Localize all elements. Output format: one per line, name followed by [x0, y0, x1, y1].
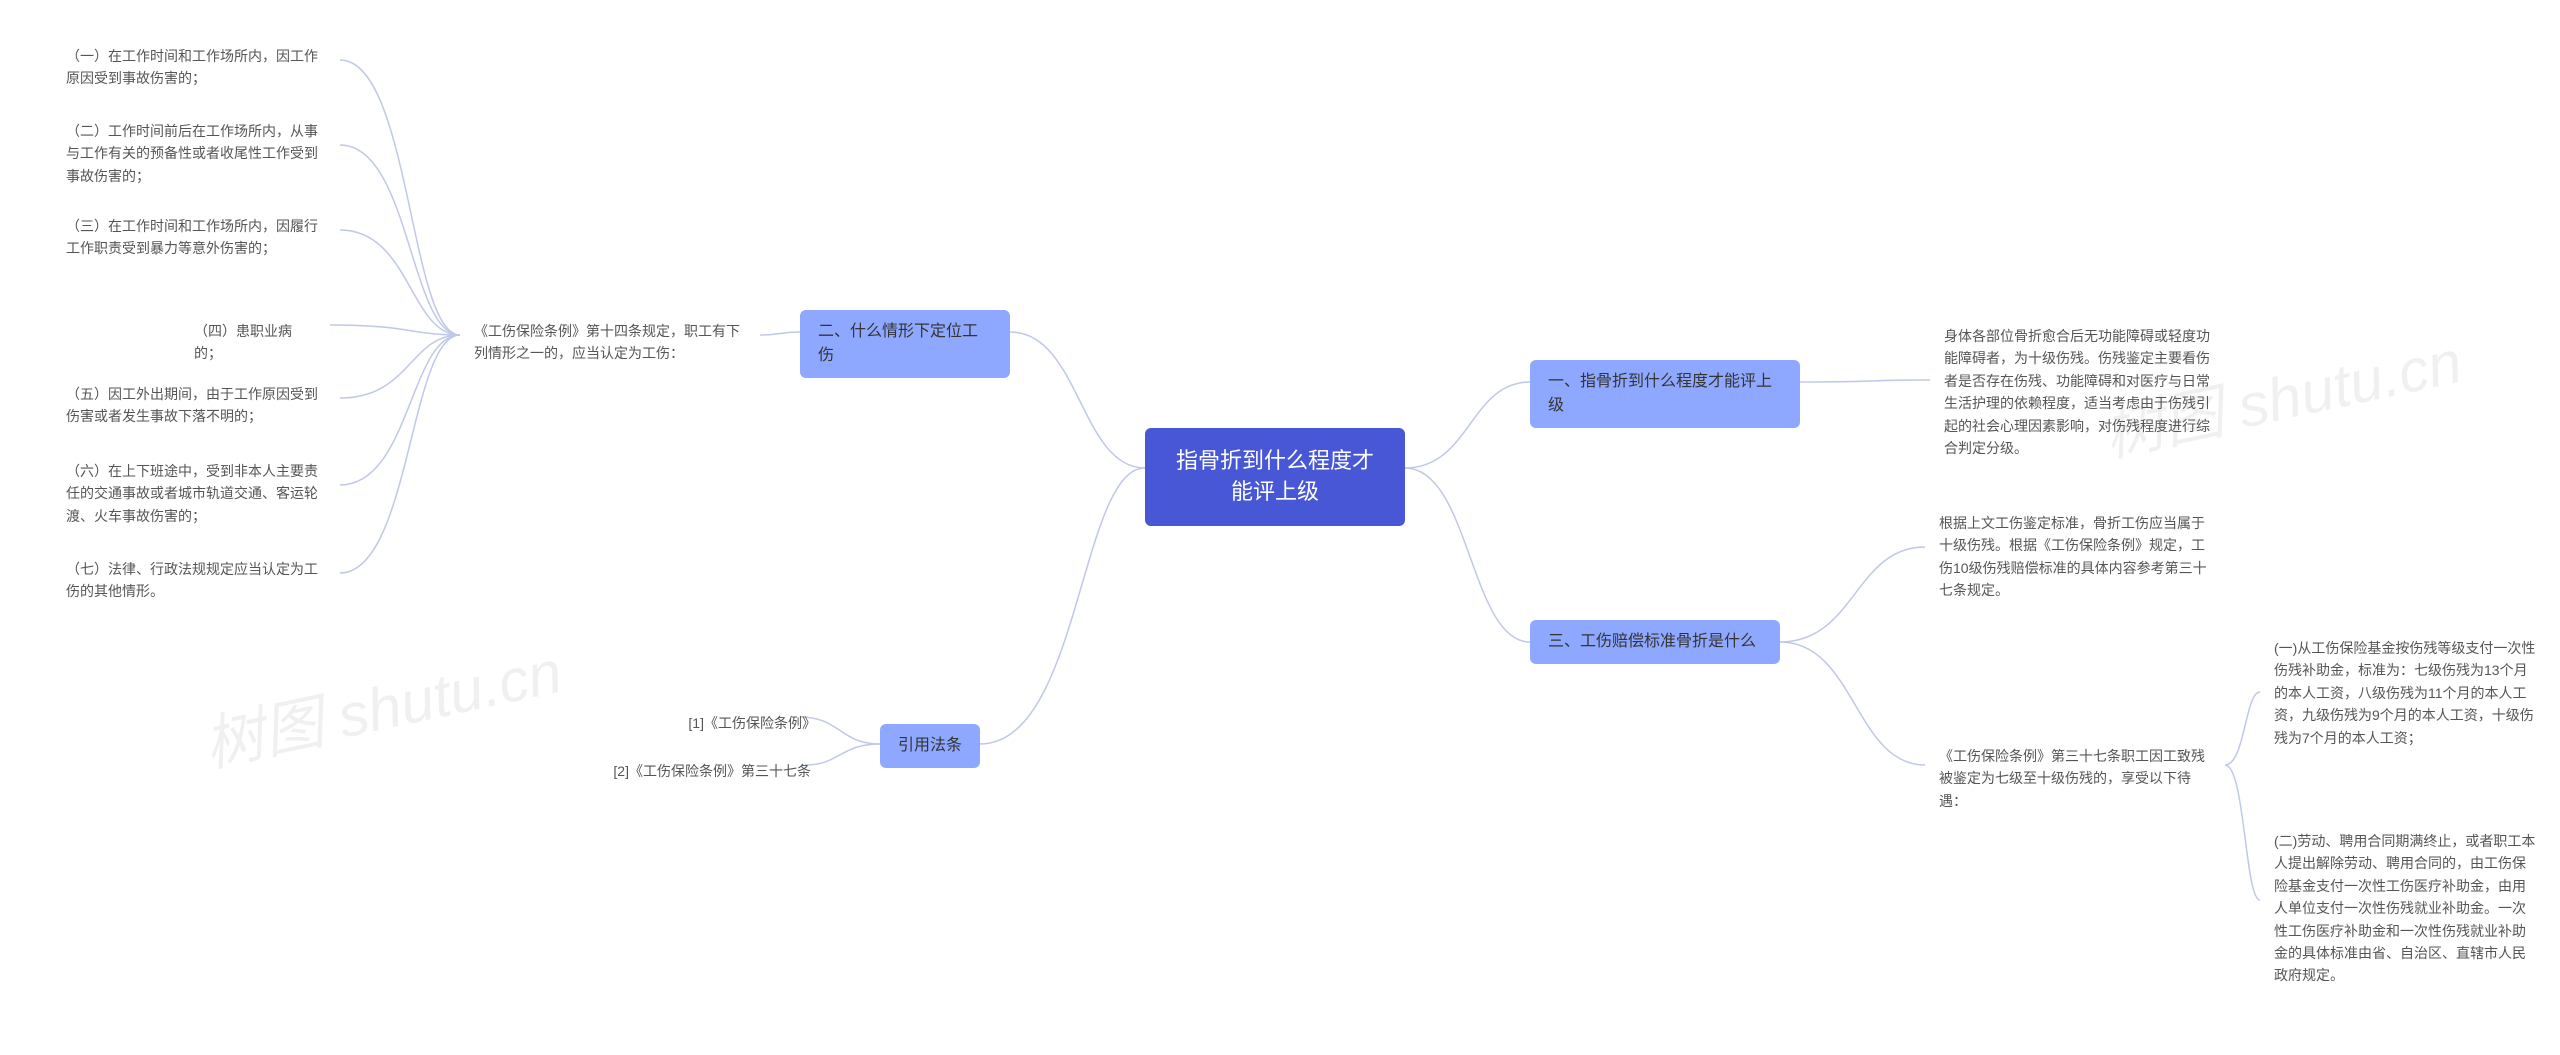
- leaf-text: [2]《工伤保险条例》第三十七条: [565, 750, 825, 792]
- mindmap-root[interactable]: 指骨折到什么程度才能评上级: [1145, 428, 1405, 526]
- branch-section-1[interactable]: 一、指骨折到什么程度才能评上级: [1530, 360, 1800, 428]
- leaf-text: （二）工作时间前后在工作场所内，从事与工作有关的预备性或者收尾性工作受到事故伤害…: [52, 110, 342, 197]
- leaf-text: (二)劳动、聘用合同期满终止，或者职工本人提出解除劳动、聘用合同的，由工伤保险基…: [2260, 820, 2550, 997]
- watermark: 树图 shutu.cn: [195, 623, 569, 784]
- leaf-text: [1]《工伤保险条例》: [630, 702, 830, 744]
- branch-references[interactable]: 引用法条: [880, 724, 980, 768]
- leaf-text: （六）在上下班途中，受到非本人主要责任的交通事故或者城市轨道交通、客运轮渡、火车…: [52, 450, 342, 537]
- leaf-text: 《工伤保险条例》第三十七条职工因工致残被鉴定为七级至十级伤残的，享受以下待遇：: [1925, 735, 2225, 822]
- leaf-text: (一)从工伤保险基金按伤残等级支付一次性伤残补助金，标准为：七级伤残为13个月的…: [2260, 627, 2550, 759]
- leaf-text: （五）因工外出期间，由于工作原因受到伤害或者发生事故下落不明的；: [52, 373, 332, 438]
- leaf-text: 《工伤保险条例》第十四条规定，职工有下列情形之一的，应当认定为工伤：: [460, 310, 760, 375]
- leaf-text: （一）在工作时间和工作场所内，因工作原因受到事故伤害的；: [52, 35, 332, 100]
- leaf-text: 身体各部位骨折愈合后无功能障碍或轻度功能障碍者，为十级伤残。伤残鉴定主要看伤者是…: [1930, 315, 2230, 469]
- branch-section-3[interactable]: 三、工伤赔偿标准骨折是什么: [1530, 620, 1780, 664]
- leaf-text: 根据上文工伤鉴定标准，骨折工伤应当属于十级伤残。根据《工伤保险条例》规定，工伤1…: [1925, 502, 2225, 612]
- leaf-text: （七）法律、行政法规规定应当认定为工伤的其他情形。: [52, 548, 332, 613]
- leaf-text: （四）患职业病的；: [180, 310, 330, 375]
- branch-section-2[interactable]: 二、什么情形下定位工伤: [800, 310, 1010, 378]
- leaf-text: （三）在工作时间和工作场所内，因履行工作职责受到暴力等意外伤害的；: [52, 205, 332, 270]
